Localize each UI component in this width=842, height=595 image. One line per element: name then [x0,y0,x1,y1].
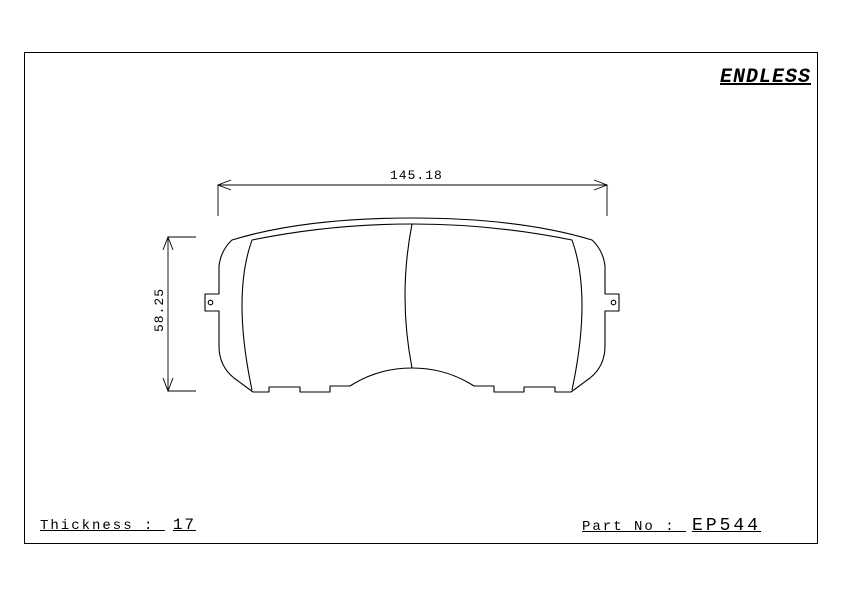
pad-center-divider [405,224,412,368]
technical-drawing [0,0,842,595]
thickness-value: 17 [173,516,196,534]
hole-left [208,300,213,305]
hole-right [611,300,616,305]
page: ENDLESS 145.18 58.25 [0,0,842,595]
partno-key: Part No : [582,519,676,535]
dimension-height [163,237,196,391]
thickness-label: Thickness : 17 [40,516,196,534]
partno-value: EP544 [692,516,761,536]
partno-label: Part No : EP544 [582,516,761,536]
dimension-width-value: 145.18 [390,168,443,183]
dimension-height-value: 58.25 [152,288,167,332]
thickness-key: Thickness : [40,518,154,534]
brake-pad [205,218,619,392]
dimension-width [218,180,607,216]
